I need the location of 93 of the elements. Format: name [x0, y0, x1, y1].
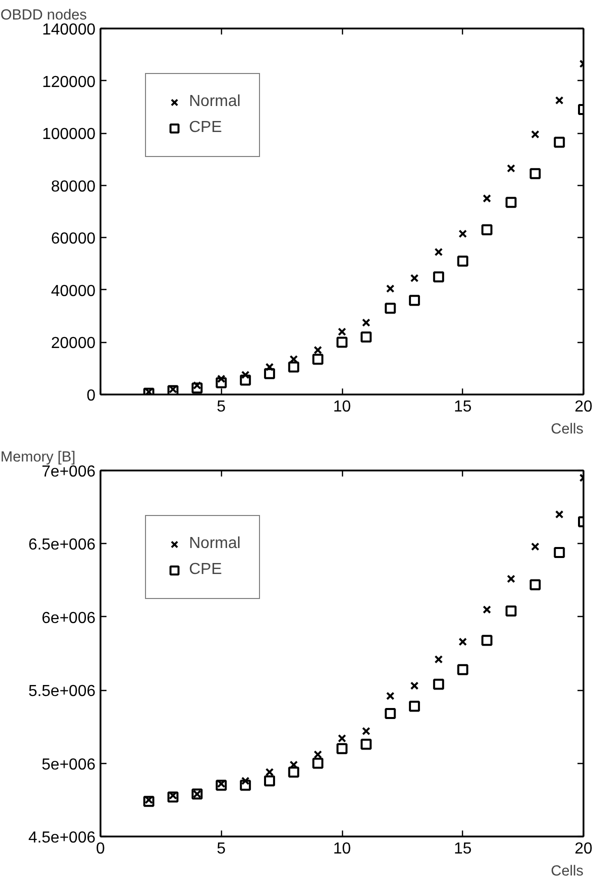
legend-label: Normal	[189, 93, 241, 111]
y-tick-label: 5.5e+006	[28, 683, 96, 700]
x-tick-label: 5	[216, 398, 226, 416]
point	[314, 750, 322, 759]
point	[384, 708, 396, 720]
point	[288, 766, 300, 778]
point	[482, 194, 492, 203]
y-tick-label: 100000	[42, 126, 96, 144]
y-tick-label: 140000	[42, 22, 96, 38]
point	[531, 130, 540, 139]
point	[386, 692, 394, 700]
x-axis-title: Cells	[550, 864, 584, 880]
point	[192, 382, 203, 394]
y-tick-label: 4.5e+006	[28, 830, 96, 846]
point	[264, 775, 276, 786]
x-tick-label: 10	[333, 398, 351, 416]
point	[384, 302, 396, 314]
point	[143, 796, 154, 807]
point	[240, 374, 251, 386]
y-tick-label: 40000	[51, 282, 96, 300]
y-tick-label: 6e+006	[42, 610, 96, 627]
y-tick-label: 120000	[42, 74, 96, 91]
point	[338, 734, 346, 743]
x-tick-label: 10	[333, 840, 351, 858]
point	[410, 682, 419, 690]
legend-label: Normal	[189, 535, 241, 553]
point	[192, 381, 202, 390]
point	[458, 638, 467, 646]
point	[457, 664, 468, 676]
point	[481, 224, 492, 236]
point	[216, 780, 227, 791]
y-tick-label: 20000	[51, 335, 96, 352]
point	[336, 743, 348, 754]
point	[336, 336, 348, 348]
point	[240, 780, 251, 791]
point	[506, 164, 516, 173]
point	[362, 726, 370, 736]
y-tick-label: 7e+006	[42, 464, 96, 480]
point	[386, 284, 394, 293]
y-tick-label: 0	[86, 388, 96, 404]
y-tick-label: 6.5e+006	[28, 536, 96, 554]
point	[217, 374, 226, 383]
point	[506, 574, 516, 584]
point	[457, 256, 468, 267]
point	[312, 354, 324, 365]
point	[555, 510, 564, 519]
point	[290, 760, 298, 769]
point	[410, 274, 419, 282]
y-axis-title: Memory [B]	[0, 450, 76, 466]
point	[362, 318, 370, 327]
point	[360, 331, 372, 342]
point	[506, 196, 517, 208]
point	[554, 546, 565, 558]
point	[458, 230, 467, 238]
y-tick-label: 5e+006	[42, 756, 96, 774]
point	[482, 605, 492, 614]
point	[217, 780, 226, 788]
point	[265, 362, 274, 372]
point	[167, 791, 178, 802]
legend-label: CPE	[189, 119, 222, 137]
y-axis-title: OBDD nodes	[0, 8, 87, 24]
point	[433, 678, 444, 690]
point	[241, 370, 250, 380]
point	[433, 271, 444, 282]
y-tick-label: 80000	[51, 178, 96, 196]
point	[408, 294, 420, 306]
point	[481, 634, 492, 646]
point	[312, 758, 324, 769]
point	[506, 606, 517, 617]
point	[338, 328, 346, 336]
x-tick-label: 5	[216, 840, 226, 858]
point	[288, 362, 300, 373]
x-axis-title: Cells	[550, 422, 584, 438]
point	[408, 700, 420, 712]
point	[555, 96, 564, 105]
point	[241, 776, 250, 786]
point	[265, 768, 274, 776]
point	[434, 655, 443, 664]
point	[264, 368, 276, 380]
point	[554, 136, 565, 148]
point	[314, 346, 322, 354]
point	[530, 579, 541, 590]
point	[530, 168, 541, 180]
x-tick-label: 15	[454, 398, 472, 416]
x-tick-label: 20	[574, 398, 592, 416]
point	[360, 738, 372, 750]
x-tick-label: 15	[454, 840, 472, 858]
x-tick-label: 20	[574, 840, 592, 858]
legend-label: CPE	[189, 561, 222, 579]
point	[434, 248, 443, 256]
point	[216, 377, 227, 388]
point	[531, 542, 540, 551]
y-tick-label: 60000	[51, 230, 96, 248]
